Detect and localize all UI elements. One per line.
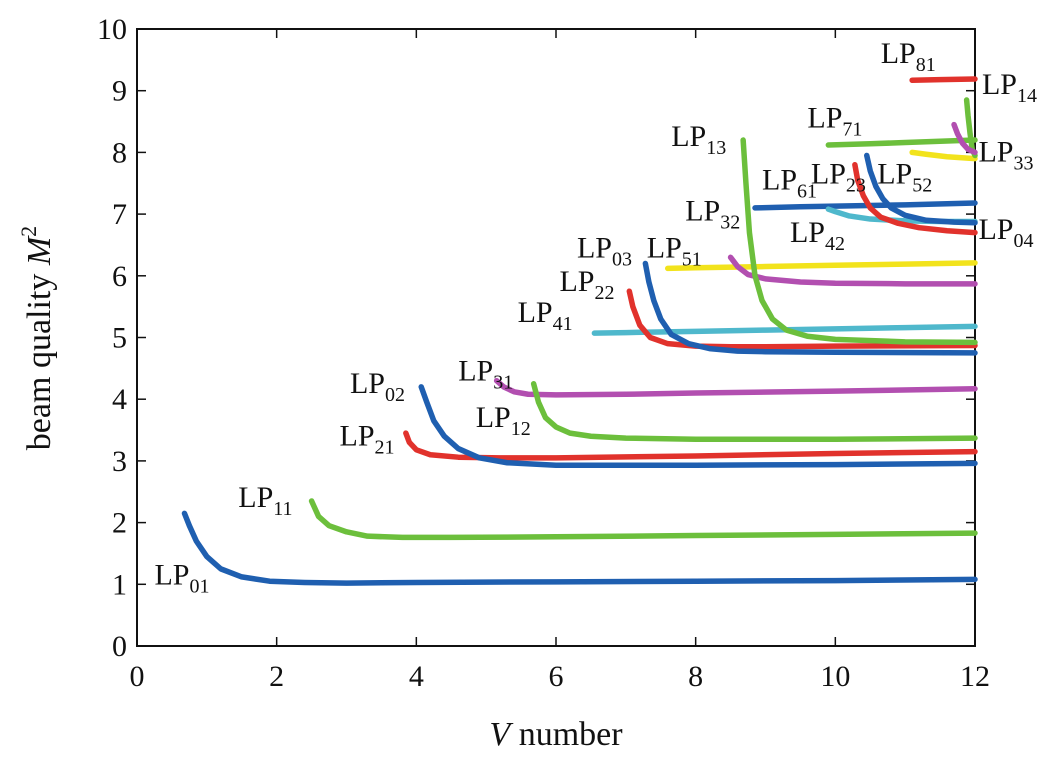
series-line-lp61 [752,200,978,211]
mode-label-lp33: LP33 [978,136,1033,175]
y-tick-label: 4 [112,383,127,416]
x-tick-label: 6 [549,660,564,693]
y-tick-label: 10 [97,13,127,46]
mode-label-lp52: LP52 [877,157,932,196]
y-tick-label: 2 [112,507,127,540]
mode-label-lp51: LP51 [647,231,702,270]
x-tick-label: 4 [409,660,424,693]
y-tick-label: 7 [112,198,127,231]
series-line-lp22 [626,288,978,350]
y-tick-label: 3 [112,445,127,478]
series-line-lp41 [591,323,978,336]
mode-label-lp71: LP71 [807,102,862,141]
series-line-lp13 [740,137,978,346]
mode-label-lp31: LP31 [458,355,513,394]
x-axis-title: V number [489,716,623,753]
series-line-lp02 [418,384,978,468]
x-tick-label: 12 [960,660,990,693]
y-tick-label: 0 [112,630,127,663]
y-tick-label: 9 [112,75,127,108]
series-line-lp81 [909,76,978,83]
mode-label-lp11: LP11 [238,481,292,520]
mode-label-lp32: LP32 [685,194,740,233]
mode-label-lp13: LP13 [671,120,726,159]
series-line-lp52 [864,152,978,226]
mode-label-lp61: LP61 [762,163,817,202]
mode-label-lp04: LP04 [978,213,1033,252]
series-line-lp03 [642,260,978,356]
series-lines [181,76,978,586]
mode-label-lp22: LP22 [559,265,614,304]
mode-label-lp42: LP42 [790,216,845,255]
y-tick-label: 1 [112,568,127,601]
series-line-lp32 [727,254,978,287]
mode-label-lp02: LP02 [350,367,405,406]
y-tick-label: 6 [112,260,127,293]
mode-label-lp41: LP41 [518,296,573,335]
mode-label-lp23: LP23 [811,157,866,196]
mode-label-lp01: LP01 [154,558,209,597]
mode-label-lp81: LP81 [881,37,936,76]
y-tick-label: 8 [112,136,127,169]
axis-ticks [136,28,976,647]
x-tick-label: 2 [269,660,284,693]
series-line-lp31 [493,377,978,398]
series-line-lp11 [308,498,978,541]
series-line-lp33-tail [951,121,978,156]
mode-label-lp12: LP12 [476,401,531,440]
x-tick-label: 10 [820,660,850,693]
x-tick-label: 8 [688,660,703,693]
mode-label-lp14: LP14 [982,68,1037,107]
series-line-lp51 [664,260,978,272]
y-axis-title: beam quality M2 [16,226,58,450]
y-tick-label: 5 [112,322,127,355]
x-tick-label: 0 [130,660,145,693]
series-line-lp33 [909,149,978,162]
mode-label-lp21: LP21 [340,419,395,458]
mode-label-lp03: LP03 [577,231,632,270]
series-line-lp71 [825,137,978,148]
series-line-lp01 [181,510,978,586]
series-line-lp12 [530,381,978,443]
series-line-lp23 [852,161,978,236]
